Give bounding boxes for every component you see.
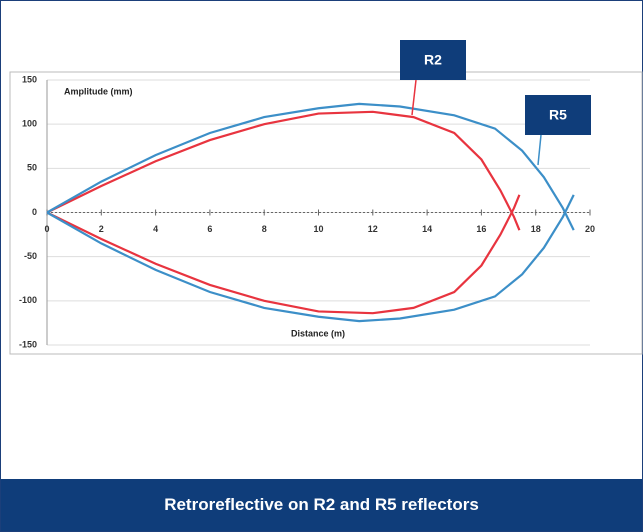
x-tick-label: 2 [99, 224, 104, 234]
x-tick-label: 18 [531, 224, 541, 234]
x-tick-label: 10 [313, 224, 323, 234]
y-tick-label: 150 [22, 74, 37, 84]
x-tick-label: 8 [262, 224, 267, 234]
series-line [46, 102, 575, 323]
caption-bar: Retroreflective on R2 and R5 reflectors [1, 479, 642, 531]
y-tick-label: -150 [19, 339, 37, 349]
x-tick-label: 14 [422, 224, 432, 234]
series-line [46, 110, 521, 315]
x-tick-label: 16 [476, 224, 486, 234]
chart: Amplitude (mm) Distance (m) 150100500-50… [9, 40, 643, 355]
x-tick-label: 0 [44, 224, 49, 234]
callout-line [537, 134, 542, 166]
callout-line [411, 79, 417, 116]
y-axis-label: Amplitude (mm) [64, 86, 133, 96]
caption: Retroreflective on R2 and R5 reflectors [164, 495, 479, 514]
legend-label: R2 [424, 52, 442, 68]
legend-label: R5 [549, 107, 567, 123]
x-tick-label: 12 [368, 224, 378, 234]
x-tick-label: 6 [207, 224, 212, 234]
x-tick-label: 20 [585, 224, 595, 234]
callout-box [400, 40, 466, 80]
y-tick-label: 100 [22, 119, 37, 129]
y-tick-label: 50 [27, 163, 37, 173]
y-tick-label: -100 [19, 295, 37, 305]
y-tick-label: -50 [24, 251, 37, 261]
x-axis-label: Distance (m) [291, 328, 345, 338]
callout-box [525, 95, 591, 135]
x-tick-label: 4 [153, 224, 158, 234]
y-tick-label: 0 [32, 207, 37, 217]
